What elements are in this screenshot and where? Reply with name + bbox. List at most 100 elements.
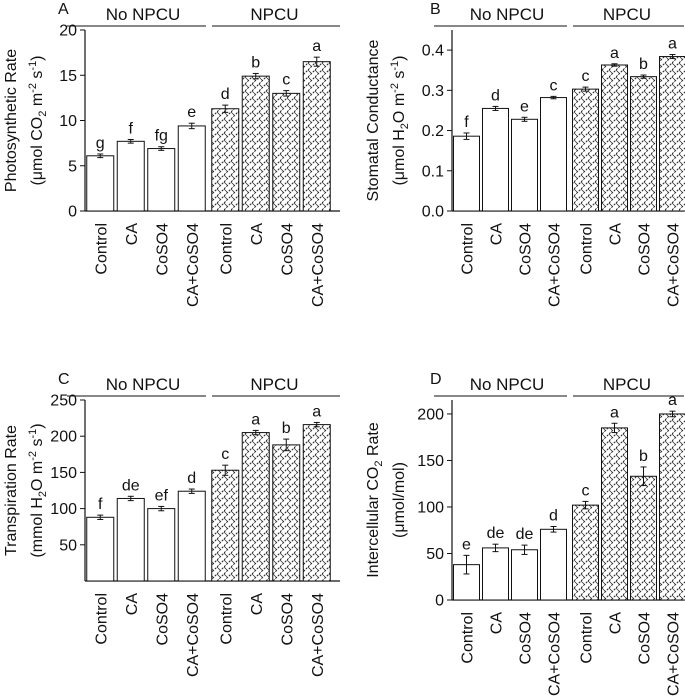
y-axis-title: Transpiration Rate: [3, 425, 20, 556]
bar: [211, 108, 240, 212]
significance-letter: c: [582, 68, 590, 85]
significance-letter: b: [282, 420, 291, 437]
panel-label: A: [58, 1, 69, 18]
panel-C: C 50 100 150 200 250 No NPCU NPCU f Control de CA ef…: [3, 371, 340, 677]
group-label: No NPCU: [470, 375, 545, 394]
significance-letter: de: [516, 526, 534, 543]
x-tick-label: Control: [579, 223, 596, 275]
bar: [211, 469, 240, 582]
significance-letter: e: [520, 98, 529, 115]
bar: [540, 97, 567, 212]
x-tick-label: CA+CoSO4: [185, 223, 202, 307]
y-axis-unit: (mmol H2O m-2 s-1): [27, 423, 49, 557]
significance-letter: ef: [155, 487, 169, 504]
bar: [86, 155, 115, 212]
bar: [241, 75, 270, 212]
y-tick-label: 0.1: [422, 163, 444, 180]
significance-letter: d: [491, 87, 500, 104]
x-tick-label: CoSO4: [154, 223, 171, 276]
x-tick-label: CoSO4: [637, 223, 654, 276]
bar: [272, 92, 301, 212]
significance-letter: b: [251, 54, 260, 71]
significance-letter: d: [221, 86, 230, 103]
y-axis-unit: (μmol CO2 m-2 s-1): [27, 55, 49, 185]
bar: [511, 549, 538, 601]
y-tick-label: 10: [59, 113, 77, 130]
y-axis-title: Photosynthetic Rate: [3, 49, 20, 192]
y-tick-label: 0.4: [422, 43, 444, 60]
x-tick-label: CoSO4: [154, 593, 171, 646]
y-tick-label: 5: [68, 158, 77, 175]
y-axis-title: Stomatal Conductance: [365, 39, 382, 201]
significance-letter: c: [282, 72, 290, 89]
significance-letter: a: [251, 411, 260, 428]
bar: [116, 497, 145, 582]
y-tick-label: 0: [435, 593, 444, 610]
bar: [116, 140, 145, 212]
group-label: No NPCU: [106, 375, 181, 394]
x-tick-label: CA: [124, 223, 141, 246]
y-axis-title: Intercellular CO2 Rate: [365, 422, 385, 578]
panel-B: B 0.0 0.1 0.2 0.3 0.4 No NPCU NPCU f Control d CA e C…: [365, 1, 685, 307]
bar: [147, 148, 176, 212]
bar: [302, 424, 331, 582]
panel-label: C: [58, 371, 70, 388]
significance-letter: g: [96, 135, 105, 152]
x-tick-label: CA: [249, 593, 266, 616]
bar: [86, 516, 115, 582]
significance-letter: a: [610, 45, 619, 62]
bar: [572, 504, 599, 601]
x-tick-label: Control: [460, 223, 477, 275]
bar: [272, 444, 301, 582]
bar: [482, 107, 509, 212]
panel-D: D 0 50 100 150 200 No NPCU NPCU e Control de CA de Co…: [365, 371, 685, 696]
significance-letter: a: [668, 392, 677, 409]
x-tick-label: CA+CoSO4: [547, 223, 564, 307]
bar: [659, 56, 685, 212]
y-axis-unit: (μmol/mol): [391, 462, 408, 538]
x-tick-label: Control: [93, 223, 110, 275]
bar: [482, 547, 509, 601]
x-tick-label: Control: [460, 612, 477, 664]
x-tick-label: CA+CoSO4: [310, 593, 327, 677]
panel-A: A 0 5 10 15 20 No NPCU NPCU g Control f CA fg CoSO4 e C…: [3, 1, 340, 307]
bar: [177, 490, 206, 582]
x-tick-label: CoSO4: [518, 612, 535, 665]
y-tick-label: 20: [59, 23, 77, 40]
y-tick-label: 50: [59, 537, 77, 554]
x-tick-label: CoSO4: [279, 223, 296, 276]
x-tick-label: CA: [249, 223, 266, 246]
x-tick-label: CoSO4: [637, 612, 654, 665]
significance-letter: e: [187, 104, 196, 121]
x-tick-label: CA+CoSO4: [666, 612, 683, 696]
bar: [511, 118, 538, 212]
y-tick-label: 0.3: [422, 83, 444, 100]
significance-letter: fg: [155, 128, 168, 145]
bar: [630, 475, 657, 601]
x-tick-label: CA: [124, 593, 141, 616]
significance-letter: f: [129, 121, 134, 138]
group-label: No NPCU: [106, 5, 181, 24]
bar: [302, 61, 331, 212]
y-tick-label: 50: [426, 546, 444, 563]
x-tick-label: Control: [579, 612, 596, 664]
significance-letter: de: [487, 525, 505, 542]
y-tick-label: 200: [417, 406, 444, 423]
bar: [147, 508, 176, 582]
y-tick-label: 250: [50, 393, 77, 410]
bar: [177, 125, 206, 212]
significance-letter: f: [464, 114, 469, 131]
x-tick-label: CoSO4: [279, 593, 296, 646]
x-tick-label: CA+CoSO4: [666, 223, 683, 307]
x-tick-label: CA+CoSO4: [547, 612, 564, 696]
y-tick-label: 0: [68, 204, 77, 221]
significance-letter: a: [312, 403, 321, 420]
bar: [572, 88, 599, 212]
bar: [453, 135, 480, 212]
bar: [601, 427, 628, 601]
x-tick-label: Control: [218, 593, 235, 645]
group-label: NPCU: [603, 375, 651, 394]
y-axis-unit: (μmol H2O m-2 s-1): [389, 55, 411, 185]
significance-letter: a: [668, 36, 677, 53]
significance-letter: a: [610, 404, 619, 421]
